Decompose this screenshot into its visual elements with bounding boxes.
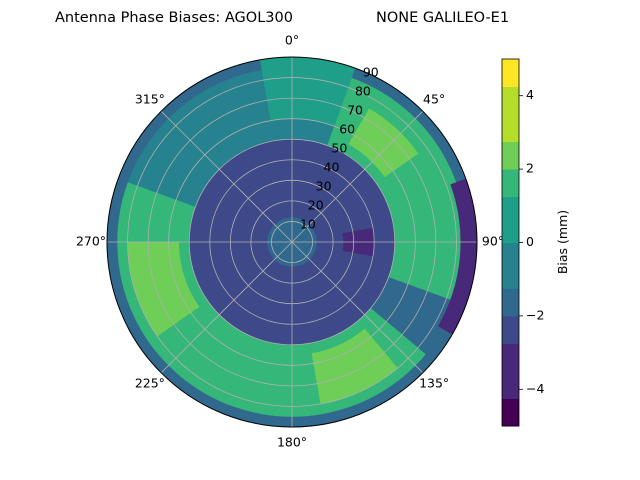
angle-tick-label: 180° xyxy=(277,435,307,450)
colorbar-band xyxy=(502,343,519,372)
angle-tick-labels: 0° 45° 90° 135° 180° 225° 270° 315° xyxy=(76,33,504,450)
colorbar-band xyxy=(502,59,519,88)
radial-tick-label: 50 xyxy=(331,141,347,156)
colorbar-band xyxy=(502,114,519,143)
colorbar-band xyxy=(502,86,519,115)
angle-tick-label: 135° xyxy=(419,376,449,391)
colorbar-band xyxy=(502,242,519,262)
polar-plot: 0° 45° 90° 135° 180° 225° 270° 315° 10 20 30 40 50 6… xyxy=(76,33,504,450)
colorbar-tick-label: −2 xyxy=(526,307,544,322)
contour-band-southwest-peak xyxy=(127,242,200,337)
polar-frame xyxy=(106,56,478,428)
angle-tick-label: 90° xyxy=(482,234,504,249)
colorbar-band xyxy=(502,260,519,289)
colorbar-bands xyxy=(502,59,519,427)
grid-spoke xyxy=(160,241,293,374)
contour-band-north-ridge xyxy=(259,57,356,127)
angle-tick-label: 0° xyxy=(285,33,299,48)
contour-band-east-arc-peak xyxy=(348,108,419,178)
polar-grid xyxy=(107,57,477,427)
radial-tick-label: 30 xyxy=(316,179,332,194)
contour-band-south-arc-peak xyxy=(311,328,398,404)
colorbar-band xyxy=(502,288,519,317)
angle-tick-label: 270° xyxy=(76,234,106,249)
colorbar-tick-label: 0 xyxy=(526,234,534,249)
colorbar-tick-label: −4 xyxy=(526,381,544,396)
radial-tick-label: 80 xyxy=(355,84,371,99)
radial-tick-label: 10 xyxy=(300,217,316,232)
angle-tick-label: 45° xyxy=(423,91,445,106)
colorbar-band xyxy=(502,224,519,243)
grid-spoke xyxy=(160,110,293,243)
contour-band-rim-minimum xyxy=(437,178,477,335)
colorbar-band xyxy=(502,141,519,170)
angle-tick-label: 225° xyxy=(135,376,165,391)
colorbar-band xyxy=(502,398,519,427)
colorbar-tick-label: 4 xyxy=(526,87,534,102)
colorbar-band xyxy=(502,315,519,344)
radial-tick-label: 20 xyxy=(308,198,324,213)
colorbar-band xyxy=(502,169,519,198)
colorbar: −4 −2 0 2 4 Bias (mm) xyxy=(501,58,570,427)
chart-subtitle: NONE GALILEO-E1 xyxy=(376,10,509,26)
grid-spoke xyxy=(291,110,424,243)
grid-spoke xyxy=(291,241,424,374)
radial-tick-label: 70 xyxy=(347,103,363,118)
angle-tick-label: 315° xyxy=(135,91,165,106)
colorbar-label: Bias (mm) xyxy=(555,210,570,274)
radial-tick-label: 90 xyxy=(363,65,379,80)
radial-tick-label: 40 xyxy=(324,160,340,175)
radial-tick-label: 60 xyxy=(339,122,355,137)
colorbar-ticks: −4 −2 0 2 4 xyxy=(519,87,544,396)
colorbar-band xyxy=(502,196,519,225)
colorbar-band xyxy=(502,370,519,399)
colorbar-tick-label: 2 xyxy=(526,161,534,176)
chart-title: Antenna Phase Biases: AGOL300 xyxy=(55,10,293,26)
radial-tick-labels: 10 20 30 40 50 60 70 80 90 xyxy=(300,65,379,232)
